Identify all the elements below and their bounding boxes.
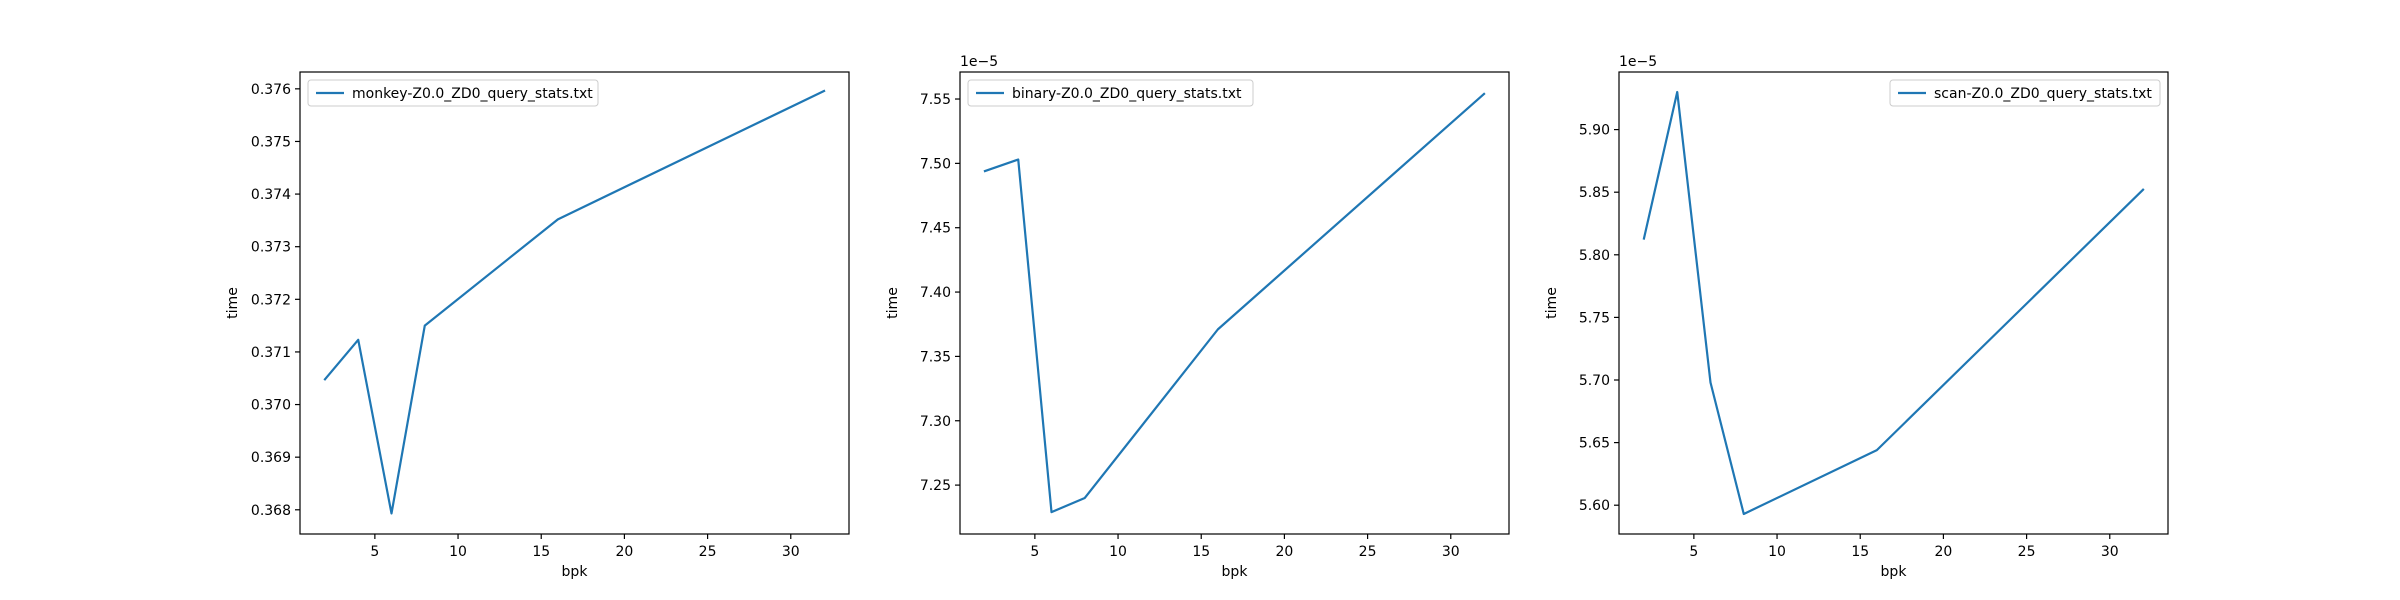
x-tick-label: 15 bbox=[1192, 544, 1210, 560]
charts-root: 5 10 15 20 25 30 0.368 0.369 0.370 0.371 0.372 0.37… bbox=[225, 54, 2169, 580]
y-tick-label: 7.55 bbox=[920, 92, 951, 108]
y-tick-label: 5.85 bbox=[1579, 185, 1610, 201]
x-tick-label: 15 bbox=[1851, 544, 1869, 560]
legend-label: binary-Z0.0_ZD0_query_stats.txt bbox=[1012, 86, 1242, 102]
legend-box bbox=[967, 79, 1254, 107]
y-tick-label: 7.25 bbox=[920, 478, 951, 494]
legend: monkey-Z0.0_ZD0_query_stats.txt bbox=[307, 79, 599, 107]
y-tick-label: 7.45 bbox=[920, 221, 951, 237]
y-tick-label: 0.373 bbox=[251, 240, 291, 256]
y-tick-label: 0.368 bbox=[251, 503, 291, 519]
x-tick-label: 15 bbox=[532, 544, 550, 560]
axes-frame bbox=[959, 71, 1510, 535]
y-tick-label: 0.372 bbox=[251, 292, 291, 308]
y-tick-label: 0.374 bbox=[251, 187, 291, 203]
chart-panel-1: 5 10 15 20 25 30 0.368 0.369 0.370 0.371 0.372 0.37… bbox=[225, 71, 850, 580]
y-tick-label: 5.90 bbox=[1579, 123, 1610, 139]
y-axis-label: time bbox=[885, 287, 901, 319]
legend-box bbox=[307, 79, 599, 107]
y-tick-label: 5.80 bbox=[1579, 248, 1610, 264]
y-tick-label: 0.370 bbox=[251, 398, 291, 414]
y-axis-label: time bbox=[225, 287, 241, 319]
y-tick-label: 7.35 bbox=[920, 349, 951, 365]
legend-box bbox=[1889, 79, 2161, 107]
x-tick-label: 5 bbox=[1689, 544, 1698, 560]
series-line-1 bbox=[323, 89, 826, 515]
y-axis-label: time bbox=[1544, 287, 1560, 319]
y-tick-label: 5.65 bbox=[1579, 436, 1610, 452]
series-line-1 bbox=[1642, 90, 2145, 516]
y-tick-label: 7.40 bbox=[920, 285, 951, 301]
series-line-1 bbox=[983, 92, 1486, 514]
y-tick-label: 5.70 bbox=[1579, 373, 1610, 389]
x-tick-label: 30 bbox=[1442, 544, 1460, 560]
y-tick-label: 5.75 bbox=[1579, 310, 1610, 326]
x-tick-label: 30 bbox=[2101, 544, 2119, 560]
y-tick-label: 7.30 bbox=[920, 414, 951, 430]
x-tick-label: 5 bbox=[1030, 544, 1039, 560]
x-tick-label: 20 bbox=[1275, 544, 1293, 560]
y-offset-label: 1e−5 bbox=[960, 54, 998, 70]
x-tick-label: 25 bbox=[699, 544, 717, 560]
y-tick-label: 7.50 bbox=[920, 156, 951, 172]
x-tick-label: 20 bbox=[1934, 544, 1952, 560]
y-tick-label: 5.60 bbox=[1579, 498, 1610, 514]
y-tick-label: 0.371 bbox=[251, 345, 291, 361]
x-axis-label: bpk bbox=[1222, 564, 1249, 580]
chart-panel-2: 5 10 15 20 25 30 7.25 7.30 7.35 7.40 7.45 7.50 7.55 b… bbox=[885, 54, 1510, 580]
y-tick-label: 0.376 bbox=[251, 82, 291, 98]
x-axis-label: bpk bbox=[562, 564, 589, 580]
x-tick-label: 25 bbox=[2018, 544, 2036, 560]
legend: binary-Z0.0_ZD0_query_stats.txt bbox=[967, 79, 1254, 107]
y-tick-label: 0.375 bbox=[251, 134, 291, 150]
x-axis-label: bpk bbox=[1881, 564, 1908, 580]
y-offset-label: 1e−5 bbox=[1619, 54, 1657, 70]
y-tick-label: 0.369 bbox=[251, 450, 291, 466]
x-tick-label: 30 bbox=[782, 544, 800, 560]
legend: scan-Z0.0_ZD0_query_stats.txt bbox=[1889, 79, 2161, 107]
x-tick-label: 25 bbox=[1359, 544, 1377, 560]
x-tick-label: 10 bbox=[1109, 544, 1127, 560]
axes-frame bbox=[1618, 71, 2169, 535]
chart-panel-3: 5 10 15 20 25 30 5.60 5.65 5.70 5.75 5.80 5.85 5.90 b… bbox=[1544, 54, 2169, 580]
axes-frame bbox=[299, 71, 850, 535]
legend-label: scan-Z0.0_ZD0_query_stats.txt bbox=[1934, 86, 2152, 102]
x-tick-label: 5 bbox=[370, 544, 379, 560]
x-tick-label: 20 bbox=[615, 544, 633, 560]
x-tick-label: 10 bbox=[1768, 544, 1786, 560]
x-tick-label: 10 bbox=[449, 544, 467, 560]
legend-label: monkey-Z0.0_ZD0_query_stats.txt bbox=[352, 86, 593, 102]
